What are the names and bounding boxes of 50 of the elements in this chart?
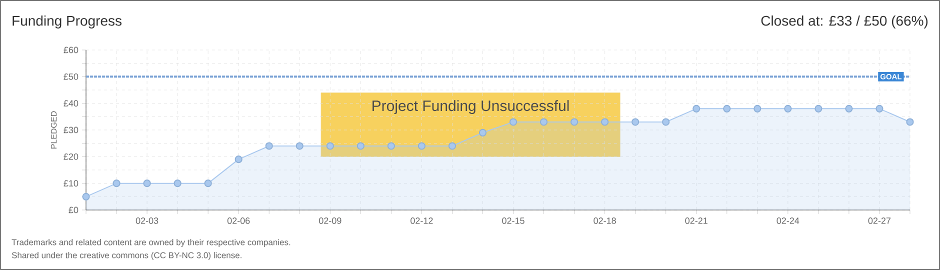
y-axis-title: PLEDGED xyxy=(50,111,57,148)
point xyxy=(174,180,182,188)
point xyxy=(540,118,548,126)
point xyxy=(478,128,487,136)
text: Shared under the creative commons (CC BY-NC 3.0) license. xyxy=(12,252,242,260)
point xyxy=(326,142,334,150)
point xyxy=(143,180,151,188)
point xyxy=(632,118,640,126)
point xyxy=(906,118,914,126)
x-tick-label: 02-12 xyxy=(410,218,433,224)
y-tick-label: £30 xyxy=(64,126,78,134)
point xyxy=(845,104,853,112)
x-tick-label: 02-24 xyxy=(776,218,800,224)
point xyxy=(570,118,578,126)
x-tick-label: 02-18 xyxy=(594,218,616,224)
x-tick-label: 02-03 xyxy=(136,218,158,224)
point xyxy=(204,180,212,188)
point xyxy=(387,142,395,150)
y-tick-label: £60 xyxy=(64,46,78,54)
annotation: Project Funding Unsuccessful xyxy=(372,100,569,114)
point xyxy=(82,192,90,200)
point xyxy=(265,142,273,150)
point xyxy=(509,118,518,126)
point xyxy=(296,142,304,150)
point xyxy=(723,104,731,112)
point xyxy=(814,104,822,112)
y-tick-label: £10 xyxy=(64,180,78,187)
x-tick-label: 02-09 xyxy=(318,218,342,224)
point xyxy=(356,142,364,150)
point xyxy=(234,156,242,164)
y-tick-label: £40 xyxy=(64,100,78,107)
chart-subtitle: Closed at: £33 / £50 (66%) xyxy=(761,15,928,29)
point xyxy=(112,180,120,188)
y-tick-label: £20 xyxy=(64,153,78,160)
x-tick-label: 02-06 xyxy=(227,218,250,224)
point xyxy=(418,142,426,150)
point xyxy=(601,118,609,126)
x-tick-label: 02-21 xyxy=(685,218,708,224)
y-tick-label: £0 xyxy=(68,206,78,214)
point xyxy=(692,104,700,112)
point xyxy=(662,118,670,126)
text: Trademarks and related content are owned by their respective companies. xyxy=(12,239,290,247)
x-tick-label: 02-15 xyxy=(502,218,524,224)
point xyxy=(784,104,792,112)
point xyxy=(754,104,762,112)
point xyxy=(876,104,884,112)
chart-title: Funding Progress xyxy=(12,15,122,29)
point xyxy=(448,142,456,150)
y-tick-label: £50 xyxy=(64,73,78,80)
x-tick-label: 02-27 xyxy=(868,218,891,224)
